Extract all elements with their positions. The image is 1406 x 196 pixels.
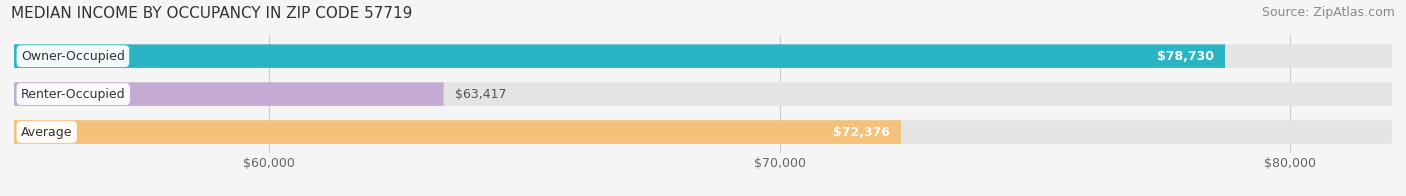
Text: $63,417: $63,417 — [454, 88, 506, 101]
FancyBboxPatch shape — [14, 82, 444, 106]
Text: Owner-Occupied: Owner-Occupied — [21, 50, 125, 63]
Text: Source: ZipAtlas.com: Source: ZipAtlas.com — [1261, 6, 1395, 19]
Text: Renter-Occupied: Renter-Occupied — [21, 88, 125, 101]
Text: Average: Average — [21, 125, 73, 139]
Text: $78,730: $78,730 — [1157, 50, 1213, 63]
FancyBboxPatch shape — [14, 120, 1392, 144]
FancyBboxPatch shape — [14, 120, 901, 144]
FancyBboxPatch shape — [14, 82, 1392, 106]
Text: MEDIAN INCOME BY OCCUPANCY IN ZIP CODE 57719: MEDIAN INCOME BY OCCUPANCY IN ZIP CODE 5… — [11, 6, 412, 21]
FancyBboxPatch shape — [14, 44, 1225, 68]
FancyBboxPatch shape — [14, 44, 1392, 68]
Text: $72,376: $72,376 — [832, 125, 890, 139]
